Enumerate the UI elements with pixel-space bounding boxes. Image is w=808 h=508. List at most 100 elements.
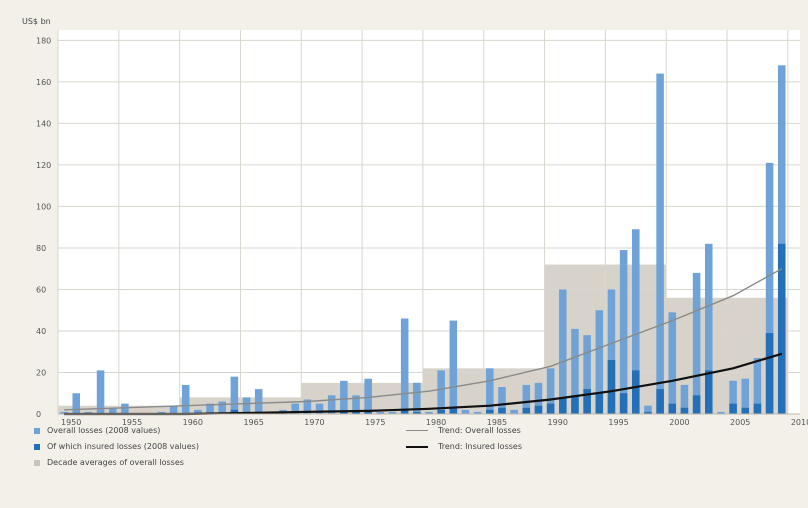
bar-overall-losses — [400, 318, 409, 414]
y-tick-label: 160 — [36, 78, 51, 87]
bar-overall-losses — [364, 378, 372, 414]
bar-overall-losses — [376, 411, 385, 414]
bar-insured-losses — [449, 407, 458, 414]
y-tick-label: 60 — [36, 285, 46, 294]
bar-insured-losses — [486, 409, 494, 414]
bar-insured-losses — [729, 403, 737, 414]
bar-overall-losses — [644, 405, 652, 414]
bar-insured-losses — [522, 407, 531, 414]
bar-insured-losses — [607, 360, 616, 414]
bar-overall-losses — [571, 328, 579, 414]
bar-overall-losses — [680, 384, 689, 414]
trend-line-insured — [64, 352, 783, 416]
bar-overall-losses — [607, 289, 616, 414]
x-tick-label: 1990 — [548, 418, 568, 427]
bar-overall-losses — [206, 403, 214, 414]
bar-insured-losses — [692, 395, 701, 414]
bar-insured-losses — [413, 411, 421, 414]
y-tick-label: 80 — [36, 244, 46, 253]
bar-overall-losses — [692, 272, 701, 414]
bar-overall-losses — [72, 393, 81, 414]
bar-insured-losses — [498, 407, 506, 414]
bar-overall-losses — [777, 65, 786, 414]
bar-overall-losses — [486, 368, 494, 414]
bar-insured-losses — [340, 411, 348, 414]
bar-overall-losses — [473, 411, 482, 414]
bar-overall-losses — [352, 395, 360, 414]
bar-overall-losses — [413, 382, 421, 414]
legend-item-overall: Overall losses (2008 values) — [34, 426, 160, 435]
y-tick-label: 100 — [36, 202, 51, 211]
trend-line-overall — [64, 268, 783, 411]
bar-overall-losses — [388, 411, 397, 414]
bar-overall-losses — [315, 403, 324, 414]
bar-overall-losses — [632, 229, 640, 414]
x-tick-label: 2000 — [669, 418, 689, 427]
bar-overall-losses — [60, 411, 68, 414]
legend-label-overall: Overall losses (2008 values) — [47, 426, 161, 435]
bar-overall-losses — [242, 397, 251, 414]
legend-item-decade: Decade averages of overall losses — [34, 458, 184, 467]
bar-insured-losses — [546, 403, 555, 414]
bar-insured-losses — [765, 333, 774, 414]
x-tick-label: 1975 — [365, 418, 385, 427]
bar-overall-losses — [449, 320, 458, 414]
bar-overall-losses — [765, 162, 774, 414]
bar-overall-losses — [559, 289, 567, 414]
legend-swatch-insured — [34, 443, 40, 450]
bar-overall-losses — [510, 409, 518, 414]
bar-insured-losses — [437, 409, 445, 414]
y-tick-label: 120 — [36, 161, 51, 170]
bar-insured-losses — [352, 411, 360, 414]
bar-insured-losses — [644, 411, 652, 414]
bar-insured-losses — [680, 407, 689, 414]
bar-overall-losses — [230, 376, 239, 414]
y-axis-unit-label: US$ bn — [22, 17, 51, 26]
bar-insured-losses — [595, 393, 604, 414]
bar-overall-losses — [729, 380, 737, 414]
bar-insured-losses — [400, 409, 409, 414]
bar-insured-losses — [753, 403, 762, 414]
bar-overall-losses — [194, 409, 202, 414]
y-tick-label: 180 — [36, 36, 51, 45]
bar-overall-losses — [96, 370, 105, 414]
bar-overall-losses — [534, 382, 543, 414]
bar-overall-losses — [753, 357, 762, 414]
bar-insured-losses — [777, 243, 786, 414]
bar-overall-losses — [340, 380, 348, 414]
legend-item-trend-insured: Trend: Insured losses — [406, 442, 522, 451]
bar-overall-losses — [425, 411, 433, 414]
bar-overall-losses — [108, 407, 117, 414]
bar-overall-losses — [498, 387, 506, 414]
bar-insured-losses — [230, 409, 239, 414]
bar-overall-losses — [254, 389, 263, 414]
bar-insured-losses — [571, 395, 579, 414]
bar-insured-losses — [583, 389, 591, 414]
x-tick-label: 1950 — [61, 418, 81, 427]
bar-overall-losses — [181, 384, 190, 414]
bar-overall-losses — [291, 403, 299, 414]
bar-insured-losses — [741, 407, 750, 414]
bar-overall-losses — [583, 335, 591, 414]
y-tick-label: 20 — [36, 368, 46, 377]
bar-overall-losses — [327, 395, 336, 414]
bar-overall-losses — [595, 310, 604, 414]
x-tick-label: 1965 — [243, 418, 263, 427]
legend-line-trend-overall — [406, 430, 428, 431]
bar-overall-losses — [546, 368, 555, 414]
bar-overall-losses — [741, 378, 750, 414]
y-tick-label: 140 — [36, 119, 51, 128]
bar-insured-losses — [619, 393, 628, 414]
bar-overall-losses — [121, 403, 129, 414]
bar-insured-losses — [364, 411, 372, 414]
legend-item-trend-overall: Trend: Overall losses — [406, 426, 521, 435]
bar-overall-losses — [218, 401, 226, 414]
x-tick-label: 1955 — [122, 418, 142, 427]
legend-item-insured: Of which insured losses (2008 values) — [34, 442, 199, 451]
bar-insured-losses — [704, 370, 713, 414]
y-tick-label: 0 — [36, 410, 41, 419]
legend-label-trend-overall: Trend: Overall losses — [438, 426, 521, 435]
x-tick-label: 1980 — [426, 418, 446, 427]
bar-overall-losses — [169, 405, 178, 414]
